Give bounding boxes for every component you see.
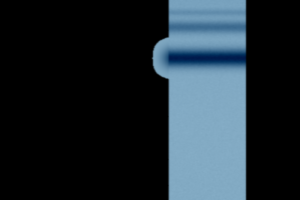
Text: 70: 70 xyxy=(141,178,156,191)
Text: 150: 150 xyxy=(134,109,156,122)
Text: kDa: kDa xyxy=(137,6,160,19)
Text: 250: 250 xyxy=(134,24,156,37)
Text: 100: 100 xyxy=(134,152,156,165)
